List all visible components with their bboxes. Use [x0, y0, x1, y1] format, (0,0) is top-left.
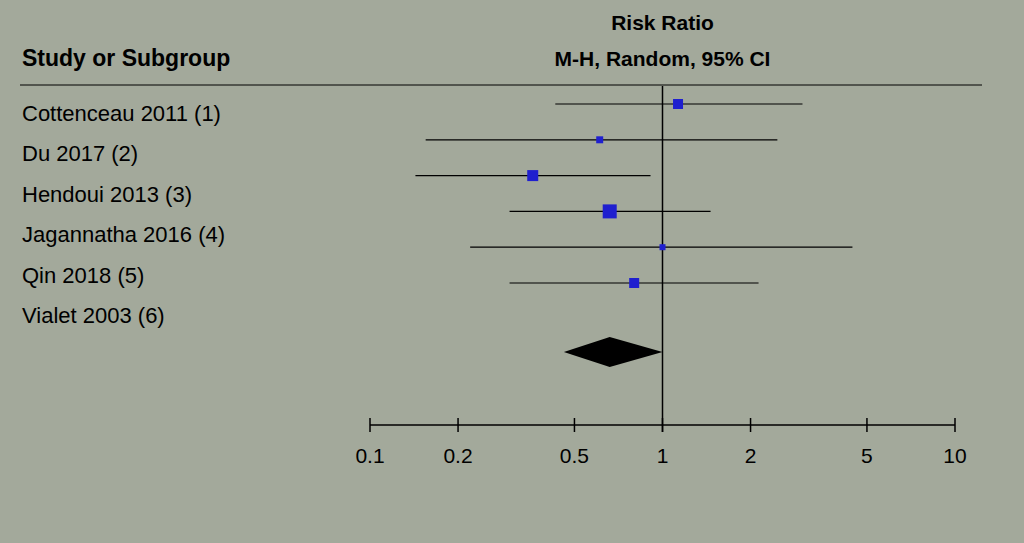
x-tick	[662, 418, 664, 432]
effect-square	[673, 99, 683, 109]
x-tick-label: 1	[657, 444, 669, 467]
effect-square	[603, 204, 617, 218]
study-label: Du 2017 (2)	[22, 141, 138, 166]
x-tick	[954, 418, 956, 432]
study-label: Vialet 2003 (6)	[22, 303, 165, 328]
subtitle: M-H, Random, 95% CI	[555, 47, 771, 70]
header-rule	[20, 85, 982, 86]
study-label: Jagannatha 2016 (4)	[22, 222, 225, 247]
effect-square	[596, 136, 603, 143]
x-tick-label: 0.5	[560, 444, 589, 467]
x-tick-label: 10	[943, 444, 966, 467]
study-label: Hendoui 2013 (3)	[22, 182, 192, 207]
title: Risk Ratio	[611, 11, 714, 34]
chart: Risk Ratio M-H, Random, 95% CI Study or Su…	[0, 0, 1024, 543]
effect-square	[527, 170, 538, 181]
plot-area	[415, 99, 852, 367]
column-header: Study or Subgroup	[22, 45, 230, 71]
x-tick	[574, 418, 576, 432]
x-tick-label: 0.2	[443, 444, 472, 467]
x-tick	[457, 418, 459, 432]
reference-line	[662, 86, 664, 432]
x-tick-label: 5	[861, 444, 873, 467]
study-label: Qin 2018 (5)	[22, 263, 144, 288]
effect-square	[629, 278, 639, 288]
x-tick	[750, 418, 752, 432]
x-tick-label: 2	[745, 444, 757, 467]
study-label: Cottenceau 2011 (1)	[22, 101, 221, 126]
effect-square	[659, 244, 665, 250]
pooled-diamond	[564, 337, 663, 367]
x-tick-label: 0.1	[355, 444, 384, 467]
x-tick	[369, 418, 371, 432]
x-tick	[866, 418, 868, 432]
